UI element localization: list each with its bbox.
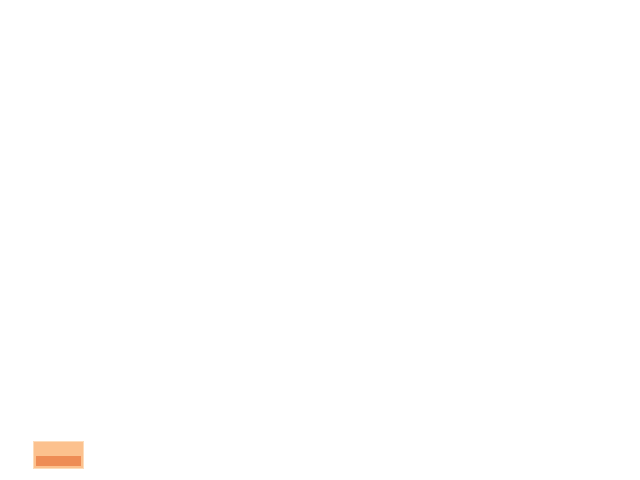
akiba-logo-subtitle <box>36 456 81 466</box>
akiba-pc-hotline-logo <box>33 441 84 469</box>
